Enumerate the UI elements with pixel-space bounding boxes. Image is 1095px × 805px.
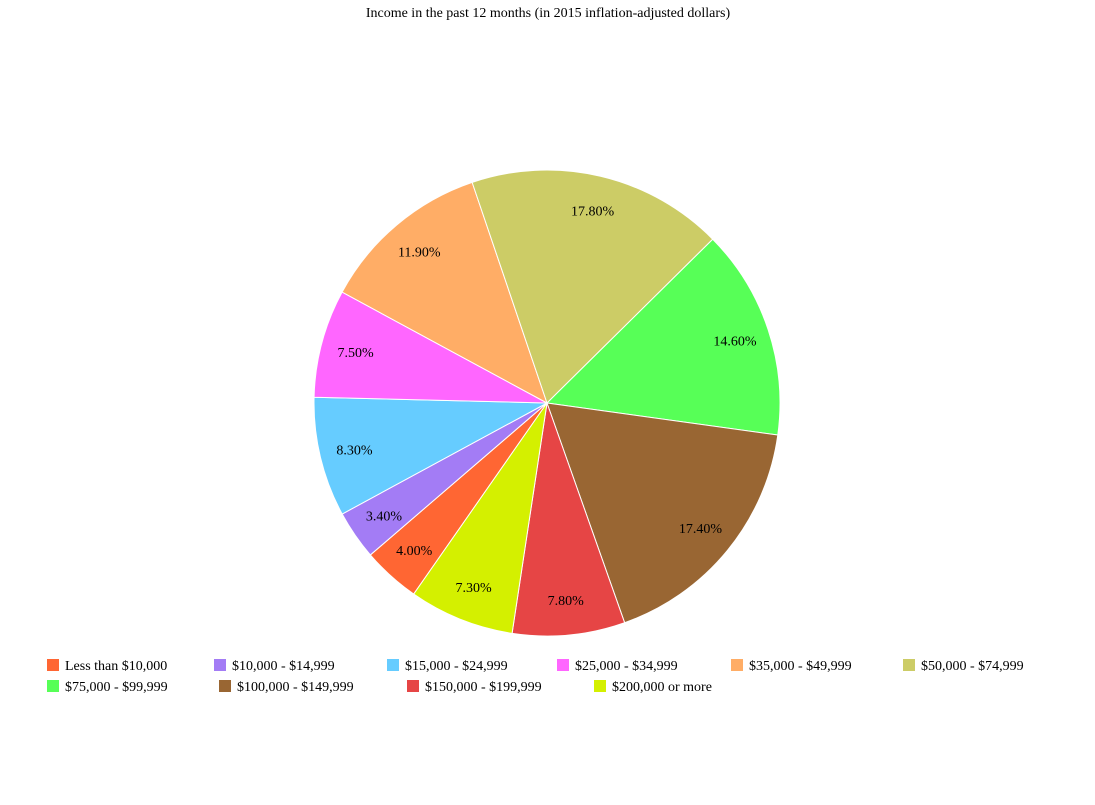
legend-swatch [219,680,231,692]
legend-label: Less than $10,000 [65,659,167,674]
slice-percent-label: 4.00% [396,544,433,559]
legend-label: $75,000 - $99,999 [65,680,168,695]
pie-slice [545,238,781,436]
slice-percent-label: 8.30% [336,443,373,458]
slice-percent-label: 17.80% [571,204,615,219]
legend: Less than $10,000 $10,000 - $14,999 $15,00… [47,659,1024,695]
legend-label: $100,000 - $149,999 [237,680,354,695]
slice-percent-label: 7.30% [455,581,492,596]
legend-label: $15,000 - $24,999 [405,659,508,674]
chart-title: Income in the past 12 months (in 2015 in… [366,6,731,21]
legend-label: $10,000 - $14,999 [232,659,335,674]
pie-slices [313,169,781,637]
legend-swatch [387,659,399,671]
legend-swatch [557,659,569,671]
slice-percent-label: 14.60% [713,335,757,350]
legend-swatch [47,659,59,671]
pie-slice [471,169,714,404]
slice-percent-label: 7.80% [548,594,585,609]
legend-label: $200,000 or more [612,680,712,695]
legend-swatch [47,680,59,692]
slice-percent-label: 3.40% [366,509,403,524]
legend-label: $25,000 - $34,999 [575,659,678,674]
legend-label: $50,000 - $74,999 [921,659,1024,674]
legend-swatch [407,680,419,692]
pie-slice [313,396,549,515]
legend-label: $35,000 - $49,999 [749,659,852,674]
legend-swatch [214,659,226,671]
pie-slice [412,402,548,634]
slice-percent-label: 7.50% [338,346,375,361]
slice-labels: 4.00% 3.40% 8.30% 7.50% 11.90% 17.80% 14.60% 17… [336,204,757,609]
legend-swatch [903,659,915,671]
legend-swatch [594,680,606,692]
pie-slice [546,402,779,624]
legend-label: $150,000 - $199,999 [425,680,542,695]
legend-swatch [731,659,743,671]
pie-slice [313,291,548,404]
slice-percent-label: 17.40% [679,522,723,537]
pie-slice [511,402,626,637]
slice-percent-label: 11.90% [398,246,441,261]
pie-slice [341,181,548,405]
